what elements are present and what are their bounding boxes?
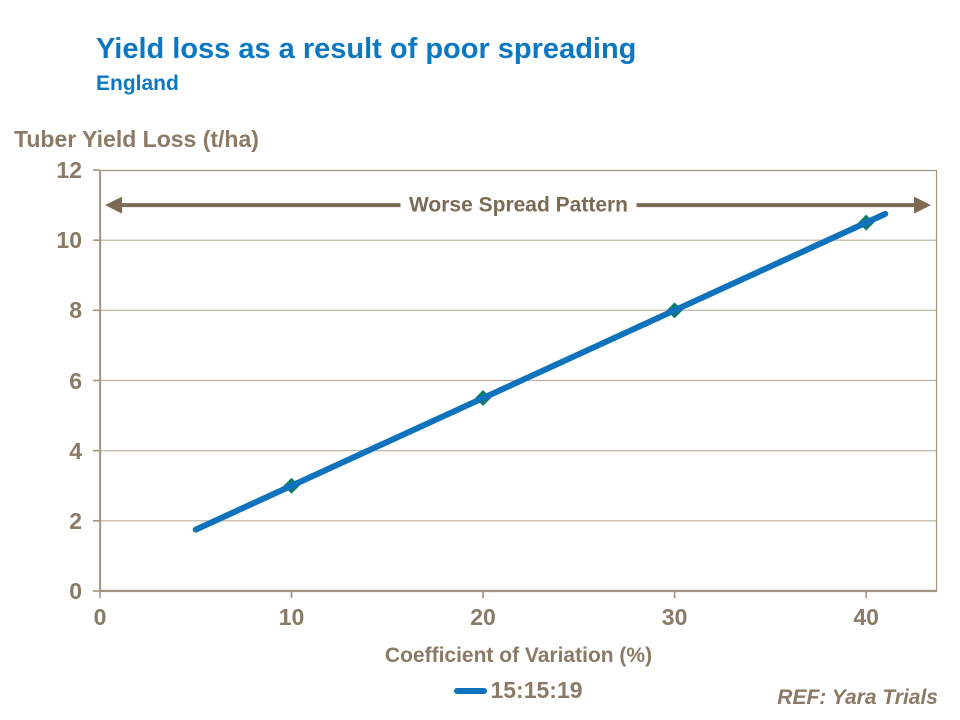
y-axis-title: Tuber Yield Loss (t/ha) bbox=[14, 126, 259, 152]
arrow-right-head-icon bbox=[914, 196, 931, 214]
x-tick-label: 30 bbox=[661, 604, 688, 630]
legend-label: 15:15:19 bbox=[490, 677, 583, 703]
annotation-text: Worse Spread Pattern bbox=[409, 194, 628, 217]
arrow-left-head-icon bbox=[105, 196, 122, 214]
y-tick-label: 4 bbox=[69, 437, 82, 464]
y-tick-label: 8 bbox=[69, 297, 82, 324]
x-tick-label: 10 bbox=[278, 604, 305, 630]
y-tick-label: 2 bbox=[69, 507, 82, 534]
x-tick-label: 40 bbox=[853, 604, 879, 630]
x-tick-label: 20 bbox=[470, 604, 496, 630]
chart-subtitle: England bbox=[96, 72, 179, 95]
plot-area: Worse Spread Pattern bbox=[93, 169, 938, 598]
series-line bbox=[192, 210, 889, 533]
y-tick-label: 0 bbox=[69, 578, 82, 604]
chart-title: Yield loss as a result of poor spreading bbox=[96, 33, 637, 65]
y-tick-label: 12 bbox=[56, 157, 82, 183]
x-tick-label: 0 bbox=[93, 604, 107, 630]
legend: 15:15:19 bbox=[100, 677, 937, 704]
reference-text: REF: Yara Trials bbox=[777, 686, 938, 709]
y-tick-label: 10 bbox=[56, 227, 82, 254]
x-axis-title: Coefficient of Variation (%) bbox=[384, 644, 653, 667]
y-tick-label: 6 bbox=[69, 367, 82, 394]
legend-line-marker bbox=[454, 687, 488, 694]
